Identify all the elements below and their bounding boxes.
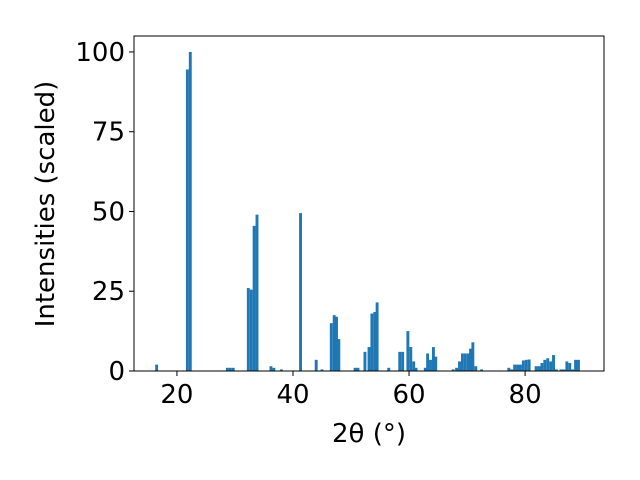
- bar: [471, 342, 475, 371]
- bar: [188, 51, 192, 371]
- x-axis-label: 2θ (°): [332, 419, 406, 449]
- bar: [429, 359, 432, 371]
- bar: [568, 363, 572, 371]
- x-tick-label: 20: [160, 380, 193, 410]
- y-tick-label: 100: [75, 38, 125, 68]
- plot-frame: [133, 35, 605, 372]
- bar: [571, 369, 575, 371]
- bar: [228, 367, 232, 371]
- bar: [409, 347, 413, 371]
- y-tick-label: 25: [92, 277, 125, 307]
- bar: [332, 315, 336, 371]
- bar: [255, 214, 259, 371]
- bar: [185, 69, 189, 371]
- bar: [335, 316, 338, 371]
- bar: [527, 359, 531, 371]
- bar: [537, 366, 541, 371]
- x-tick-label: 80: [509, 380, 542, 410]
- bar: [412, 361, 416, 371]
- bar: [455, 367, 459, 371]
- bar: [466, 353, 470, 371]
- bar: [367, 347, 371, 371]
- bar: [524, 359, 528, 371]
- y-axis-label: Intensities (scaled): [31, 81, 61, 328]
- bar: [521, 360, 525, 371]
- bar: [554, 369, 558, 371]
- bar: [549, 361, 553, 371]
- bar: [565, 361, 569, 371]
- bar: [534, 366, 538, 371]
- bar: [363, 351, 367, 371]
- bar: [577, 359, 580, 371]
- bar: [434, 356, 438, 371]
- bar: [562, 369, 566, 371]
- bar: [337, 339, 341, 371]
- bar: [225, 367, 229, 371]
- bar: [474, 366, 478, 371]
- bar: [398, 351, 402, 371]
- bar: [460, 353, 464, 371]
- bar: [423, 367, 427, 371]
- bar: [356, 367, 360, 371]
- bar: [546, 358, 550, 371]
- bar: [510, 369, 514, 371]
- bar: [431, 347, 435, 371]
- y-tick-label: 0: [108, 357, 125, 387]
- bar: [314, 359, 318, 371]
- bar: [518, 364, 522, 371]
- bar: [401, 351, 405, 371]
- bar: [353, 367, 357, 371]
- bar: [469, 348, 472, 371]
- bar: [320, 369, 324, 371]
- bar: [559, 369, 563, 371]
- bar: [458, 361, 461, 371]
- bar: [414, 367, 418, 371]
- bar: [463, 353, 467, 371]
- y-tick-label: 75: [92, 118, 125, 148]
- x-tick-label: 40: [276, 380, 309, 410]
- bar: [272, 367, 276, 371]
- bar: [279, 369, 283, 371]
- bar: [249, 289, 253, 371]
- bar: [451, 369, 455, 371]
- bar: [552, 355, 555, 371]
- bar: [480, 369, 484, 371]
- bar: [507, 367, 511, 371]
- bar: [299, 213, 302, 371]
- bar: [543, 359, 547, 371]
- bar: [574, 359, 578, 371]
- bar: [246, 288, 250, 371]
- bar: [155, 364, 159, 371]
- bar: [513, 364, 517, 371]
- bar: [387, 367, 391, 371]
- x-tick-label: 60: [392, 380, 425, 410]
- bar: [252, 225, 256, 371]
- bar: [406, 331, 410, 371]
- bar: [373, 311, 377, 371]
- bar: [426, 353, 430, 371]
- bar: [540, 363, 544, 371]
- bar: [329, 323, 333, 371]
- bar: [269, 366, 273, 371]
- bar: [370, 313, 374, 371]
- bar: [516, 364, 519, 371]
- bar: [231, 367, 235, 371]
- y-tick-label: 50: [92, 197, 125, 227]
- bar: [375, 302, 379, 371]
